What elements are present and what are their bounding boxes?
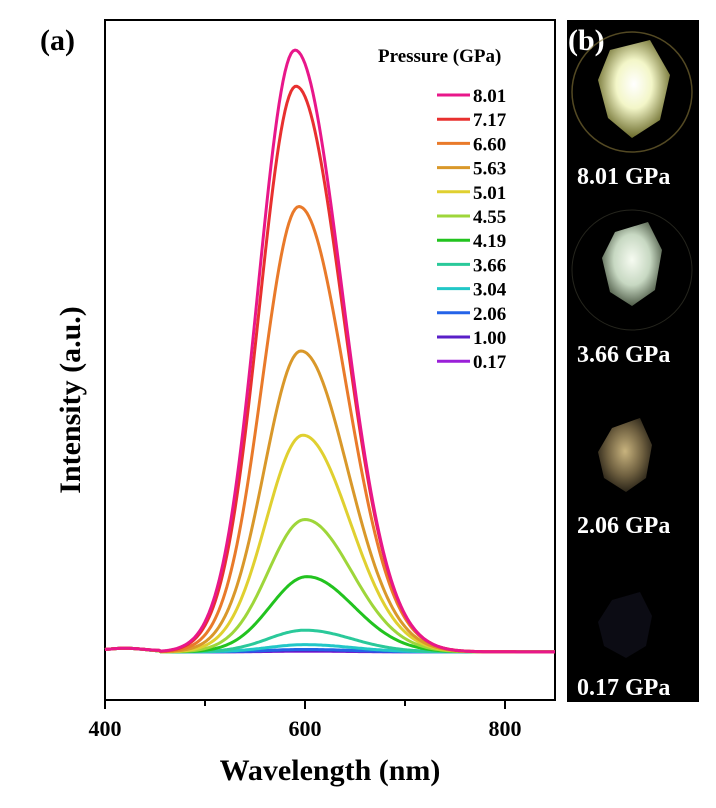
legend-label-6-60: 6.60	[473, 134, 506, 155]
legend-label-5-63: 5.63	[473, 159, 506, 180]
legend-label-7-17: 7.17	[473, 110, 507, 131]
series-line-8-01	[104, 48, 555, 654]
plot-frame	[104, 19, 556, 701]
x-tick-label-800: 800	[489, 716, 522, 741]
legend-label-3-04: 3.04	[473, 280, 507, 301]
legend-label-4-55: 4.55	[473, 207, 506, 228]
photo-label-2-06: 2.06 GPa	[577, 513, 670, 539]
legend-label-8-01: 8.01	[473, 86, 506, 107]
series-line-5-63	[104, 349, 555, 654]
legend-title: Pressure (GPa)	[378, 46, 501, 67]
photo-3-66-gpa: 3.66 GPa	[571, 209, 693, 368]
x-tick-label-600: 600	[289, 716, 322, 741]
legend-label-4-19: 4.19	[473, 231, 506, 252]
x-ticks: 400 600 800	[89, 700, 522, 741]
x-tick-label-400: 400	[89, 716, 122, 741]
spectra-plot: 400 600 800	[89, 19, 556, 741]
photo-label-0-17: 0.17 GPa	[577, 675, 670, 701]
legend-label-0-17: 0.17	[473, 352, 507, 373]
photo-2-06-gpa: 2.06 GPa	[577, 418, 670, 539]
legend-label-1-00: 1.00	[473, 328, 506, 349]
x-axis-title: Wavelength (nm)	[220, 754, 441, 787]
y-axis-title: Intensity (a.u.)	[54, 306, 87, 494]
series-line-4-19	[104, 575, 555, 654]
photo-0-17-gpa: 0.17 GPa	[577, 592, 670, 701]
spectra-curves	[104, 48, 555, 654]
photo-label-3-66: 3.66 GPa	[577, 342, 670, 368]
legend: Pressure (GPa) 8.01 7.17 6.60 5.63 5.01 4.55 4…	[378, 46, 507, 373]
photo-label-8-01: 8.01 GPa	[577, 164, 670, 190]
legend-label-3-66: 3.66	[473, 255, 506, 276]
legend-label-2-06: 2.06	[473, 304, 506, 325]
photo-8-01-gpa: 8.01 GPa	[571, 31, 693, 190]
panel-b-label: (b)	[568, 24, 605, 57]
series-line-5-01	[104, 433, 555, 654]
legend-items: 8.01 7.17 6.60 5.63 5.01 4.55 4.19 3.66 3.04 2.06…	[437, 86, 507, 373]
legend-label-5-01: 5.01	[473, 183, 506, 204]
panel-a-label: (a)	[40, 24, 75, 57]
